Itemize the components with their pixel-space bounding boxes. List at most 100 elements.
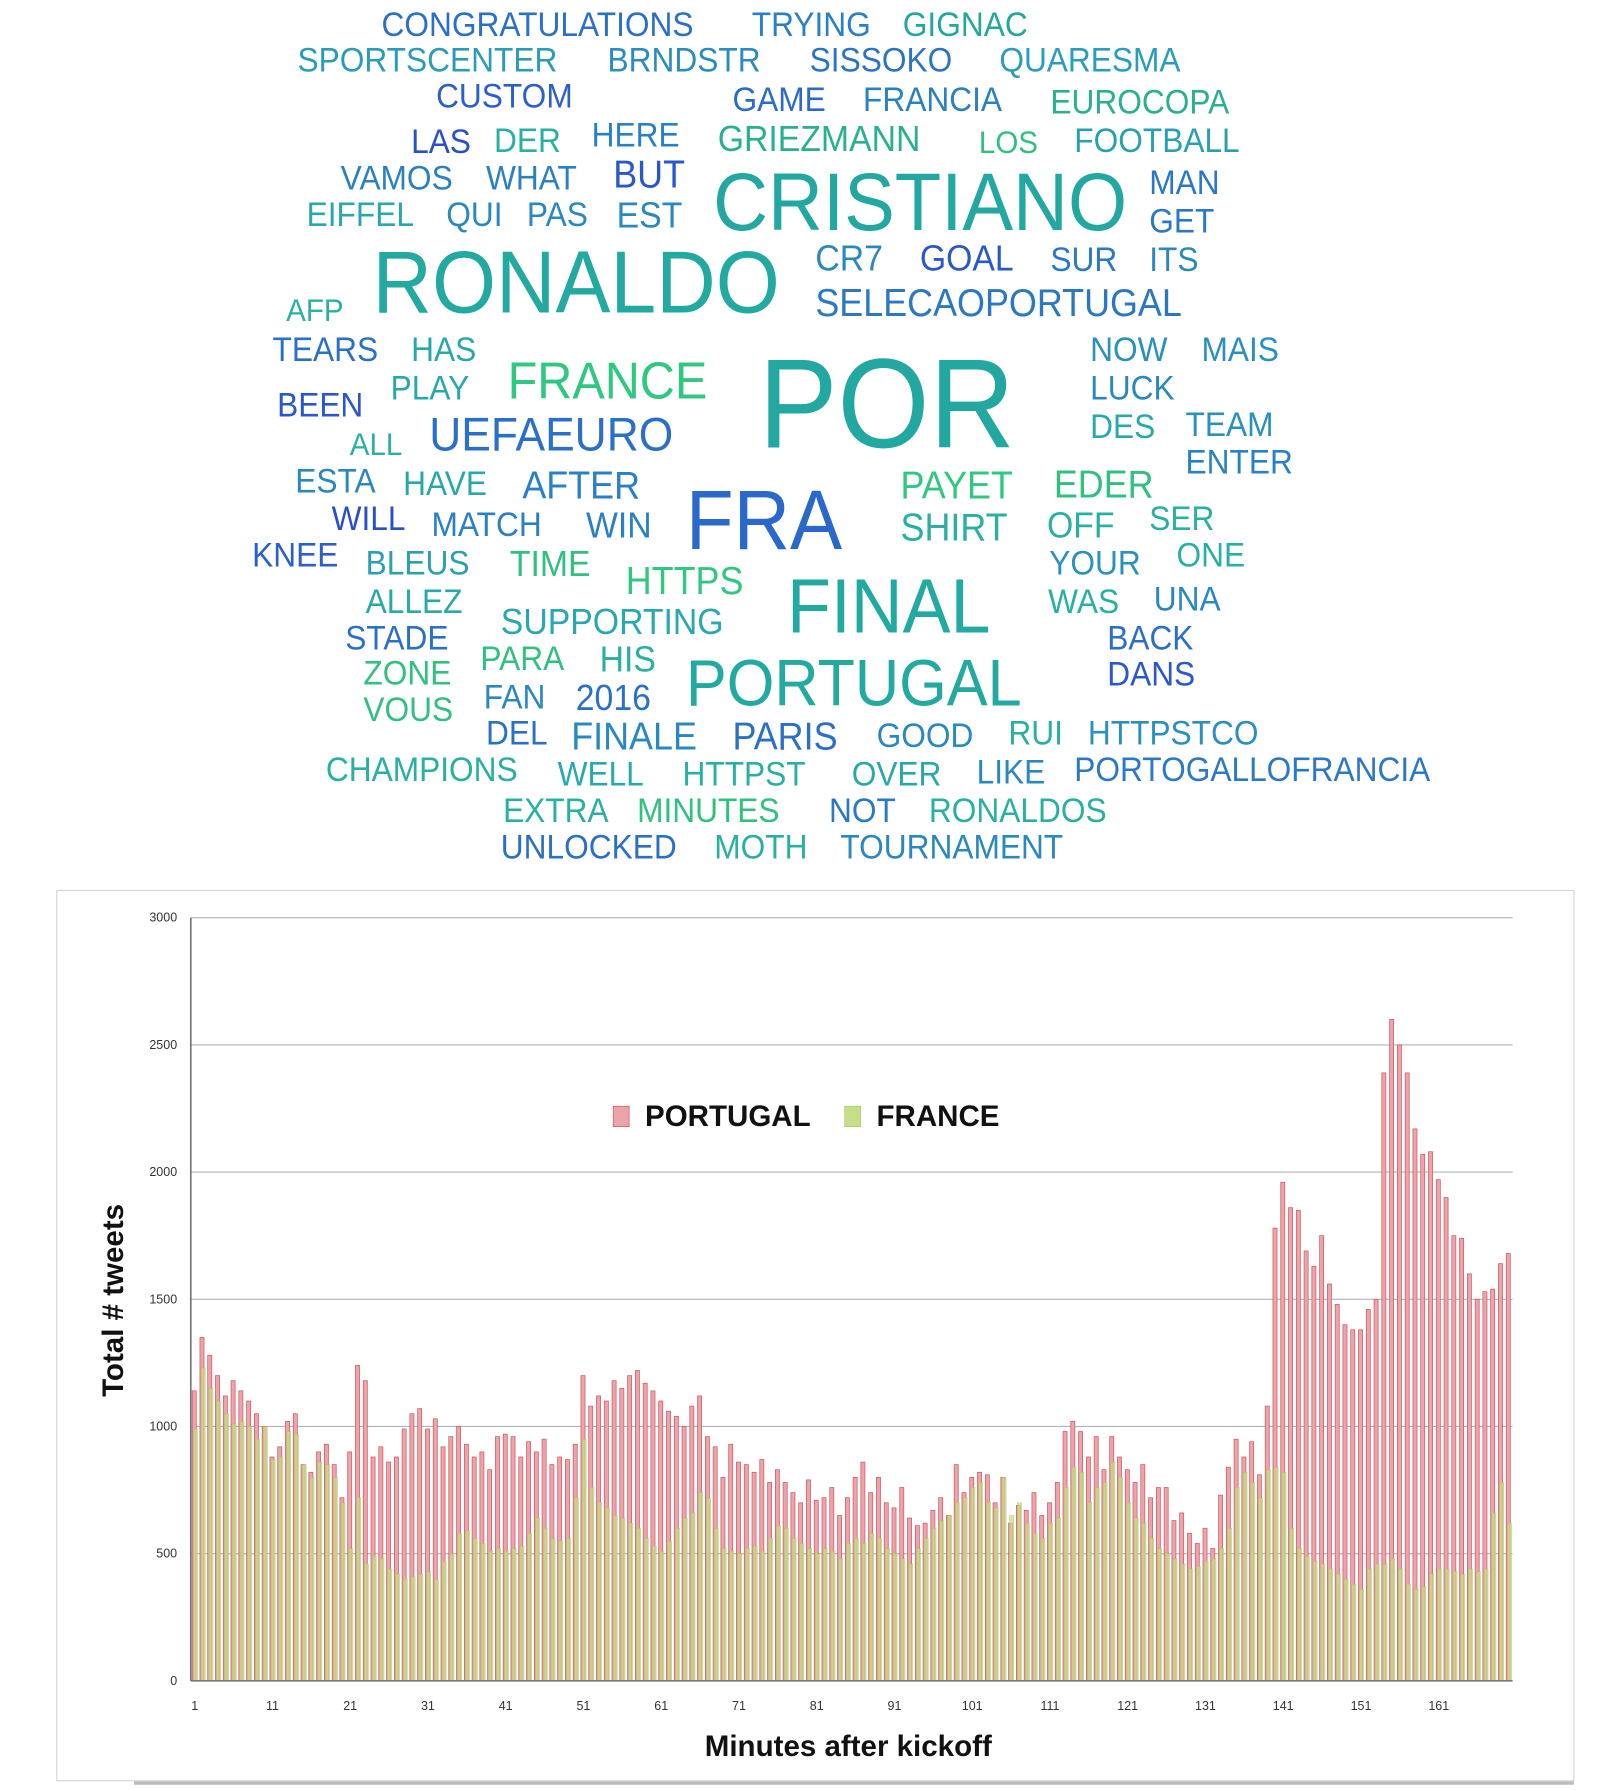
bar: [286, 1431, 292, 1682]
bar: [426, 1571, 431, 1682]
bar: [278, 1456, 284, 1682]
bar: [776, 1525, 781, 1682]
bar: [192, 1428, 198, 1682]
bar: [667, 1540, 673, 1682]
bar: [480, 1543, 486, 1682]
bar: [1063, 1487, 1069, 1682]
word: OVER: [852, 756, 942, 794]
bar: [224, 1413, 229, 1682]
bar: [550, 1538, 556, 1682]
bar: [379, 1558, 385, 1682]
word: FRA: [686, 473, 842, 567]
bar: [371, 1555, 377, 1682]
bar: [799, 1543, 805, 1682]
bar: [791, 1538, 797, 1682]
bar: [682, 1517, 688, 1682]
bar: [1297, 1548, 1302, 1682]
bar: [1258, 1497, 1263, 1682]
word: SPORTSCENTER: [298, 41, 558, 79]
word: VAMOS: [341, 159, 453, 197]
bar: [434, 1578, 439, 1682]
legend-swatch: [612, 1105, 630, 1128]
y-tick-label: 2000: [149, 1165, 177, 1179]
bar: [535, 1517, 540, 1682]
word: PORTUGAL: [686, 646, 1022, 720]
word: KNEE: [252, 536, 338, 574]
word: HTTPS: [626, 560, 744, 603]
word: CUSTOM: [436, 78, 573, 116]
bar: [760, 1550, 766, 1682]
word: QUI: [446, 196, 502, 234]
bar: [1227, 1527, 1232, 1682]
bar: [1429, 1573, 1435, 1682]
word: BEEN: [277, 387, 363, 425]
legend-label: PORTUGAL: [645, 1100, 811, 1133]
bar: [402, 1578, 408, 1682]
word: FRANCIA: [863, 81, 1002, 119]
word: 2016: [576, 677, 651, 718]
bar: [356, 1497, 362, 1682]
bar: [721, 1548, 727, 1682]
x-tick-label: 31: [421, 1699, 435, 1713]
bar: [558, 1540, 564, 1682]
y-tick-label: 0: [170, 1674, 177, 1688]
bar: [729, 1550, 735, 1682]
bar: [1024, 1522, 1030, 1682]
bar: [884, 1548, 890, 1682]
bar: [1421, 1586, 1427, 1682]
bar: [573, 1497, 579, 1682]
bar: [877, 1538, 882, 1682]
y-tick-label: 1500: [149, 1292, 177, 1306]
bar: [1001, 1476, 1007, 1682]
bar: [1367, 1568, 1372, 1682]
word: BRNDSTR: [608, 41, 761, 79]
bar: [1320, 1563, 1326, 1682]
bar: [1250, 1482, 1256, 1682]
word: PARA: [480, 640, 564, 678]
bar: [970, 1487, 976, 1682]
bar: [457, 1532, 463, 1682]
word: ALL: [350, 426, 403, 462]
bar: [1475, 1571, 1481, 1682]
bar: [449, 1553, 455, 1682]
bar: [737, 1553, 743, 1682]
word: GET: [1149, 203, 1214, 241]
word: HTTPSTCO: [1088, 715, 1259, 753]
bar: [309, 1476, 315, 1682]
bar: [962, 1497, 968, 1682]
bar: [1056, 1517, 1061, 1682]
bar: [636, 1527, 641, 1682]
word: AFP: [286, 292, 343, 328]
bar: [628, 1522, 634, 1682]
x-tick-label: 41: [499, 1699, 513, 1713]
x-tick-label: 131: [1195, 1699, 1216, 1713]
word: PORTOGALLOFRANCIA: [1074, 751, 1430, 789]
x-axis-title: Minutes after kickoff: [705, 1730, 992, 1763]
bar: [270, 1459, 276, 1682]
word: HIS: [600, 638, 656, 679]
bar: [1009, 1515, 1015, 1682]
bar: [675, 1527, 680, 1682]
bar: [503, 1550, 509, 1682]
word: GOAL: [920, 237, 1014, 278]
word: CRISTIANO: [713, 157, 1127, 248]
legend-swatch: [844, 1105, 861, 1128]
bar: [387, 1568, 393, 1682]
bar: [931, 1527, 937, 1682]
word: SUR: [1050, 241, 1117, 279]
word: EUROCOPA: [1050, 83, 1229, 121]
bar: [1390, 1558, 1396, 1682]
bar: [954, 1502, 960, 1682]
bar: [807, 1548, 812, 1682]
bar: [706, 1497, 711, 1682]
bar: [1460, 1573, 1466, 1682]
bar: [612, 1515, 618, 1682]
bar: [488, 1550, 494, 1682]
bar: [1172, 1558, 1178, 1682]
word-cloud: CONGRATULATIONS TRYING GIGNAC SPORTSCENTER B…: [252, 6, 1430, 866]
bar: [1405, 1583, 1411, 1682]
word: ALLEZ: [366, 583, 463, 621]
bar: [1087, 1502, 1092, 1682]
